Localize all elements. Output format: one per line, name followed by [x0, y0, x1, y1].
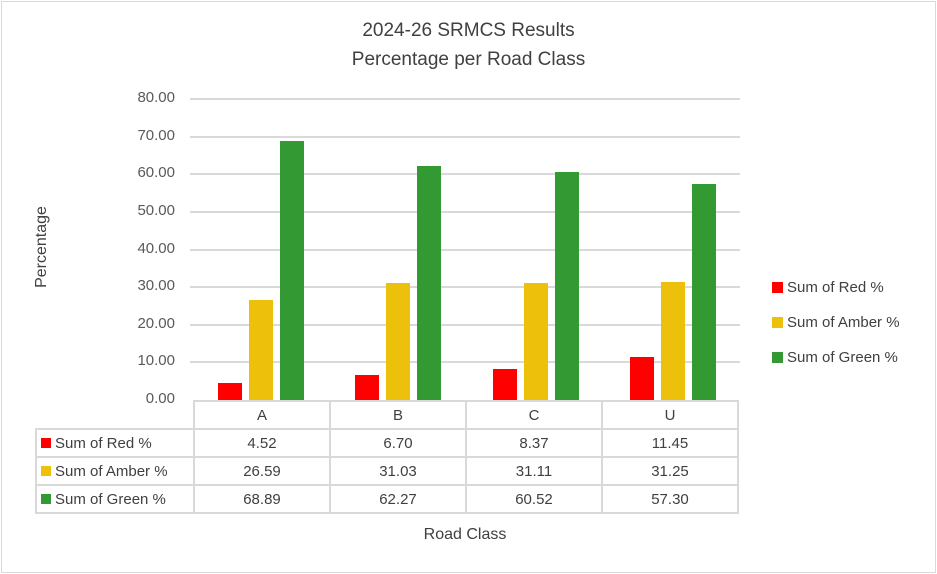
bar-u-amber: [661, 282, 686, 400]
category-label: B: [329, 400, 467, 430]
y-tick-label: 70.00: [137, 126, 175, 144]
y-tick-label: 10.00: [137, 352, 175, 370]
gridline: [190, 323, 740, 326]
data-cell: 11.45: [601, 428, 739, 458]
y-axis-title: Percentage: [33, 206, 50, 288]
data-table-row: Sum of Green % 68.89 62.27 60.52 57.30: [35, 484, 739, 514]
legend-swatch-icon: [772, 316, 783, 328]
bar-a-green: [279, 140, 304, 400]
gridline: [190, 135, 740, 138]
bar-c-green: [554, 172, 579, 400]
legend-item: Sum of Green %: [772, 349, 898, 366]
chart-subtitle: Percentage per Road Class: [351, 49, 586, 70]
series-label: Sum of Red %: [35, 428, 195, 458]
bar-u-red: [630, 356, 655, 400]
bar-b-red: [355, 374, 380, 400]
gridline: [190, 98, 740, 100]
legend-item: Sum of Amber %: [772, 314, 900, 331]
gridline: [190, 286, 740, 289]
bar-u-green: [692, 184, 717, 400]
y-tick-label: 80.00: [137, 89, 175, 106]
data-cell: 62.27: [329, 484, 467, 514]
data-table-row: Sum of Red % 4.52 6.70 8.37 11.45: [35, 428, 739, 458]
data-cell: 26.59: [193, 456, 331, 486]
legend-key-icon: [41, 437, 51, 448]
data-cell: 31.11: [465, 456, 603, 486]
y-tick-label: 60.00: [137, 164, 175, 182]
data-cell: 31.25: [601, 456, 739, 486]
category-label: C: [465, 400, 603, 430]
data-cell: 4.52: [193, 428, 331, 458]
x-axis-title: Road Class: [423, 526, 507, 543]
series-label: Sum of Amber %: [35, 456, 195, 486]
legend-swatch-icon: [772, 351, 783, 363]
data-cell: 60.52: [465, 484, 603, 514]
bar-a-red: [217, 382, 242, 400]
legend-swatch-icon: [772, 281, 783, 293]
data-cell: 31.03: [329, 456, 467, 486]
data-cell: 6.70: [329, 428, 467, 458]
data-table-corner: [36, 401, 195, 429]
data-cell: 57.30: [601, 484, 739, 514]
gridline: [190, 173, 740, 176]
gridline: [190, 210, 740, 213]
series-label: Sum of Green %: [35, 484, 195, 514]
bar-c-red: [492, 368, 517, 400]
y-tick-label: 30.00: [137, 277, 175, 295]
bar-b-amber: [386, 283, 411, 400]
data-cell: 68.89: [193, 484, 331, 514]
category-label: A: [193, 400, 331, 430]
legend-item: Sum of Red %: [772, 279, 884, 296]
data-table: A B C U Sum of Red % 4.52 6.70 8.37 11.45 Sum of …: [35, 400, 739, 514]
legend-key-icon: [41, 493, 51, 504]
y-tick-label: 20.00: [137, 314, 175, 332]
y-tick-label: 40.00: [137, 239, 175, 257]
category-label: U: [601, 400, 739, 430]
data-table-row: Sum of Amber % 26.59 31.03 31.11 31.25: [35, 456, 739, 486]
bar-a-amber: [248, 299, 273, 400]
legend-key-icon: [41, 465, 51, 476]
gridline: [190, 248, 740, 251]
y-tick-label: 50.00: [137, 201, 175, 219]
chart-title: 2024-26 SRMCS Results: [362, 20, 575, 41]
gridline: [190, 361, 740, 364]
bar-b-green: [417, 165, 442, 400]
bar-c-amber: [523, 282, 548, 400]
data-cell: 8.37: [465, 428, 603, 458]
